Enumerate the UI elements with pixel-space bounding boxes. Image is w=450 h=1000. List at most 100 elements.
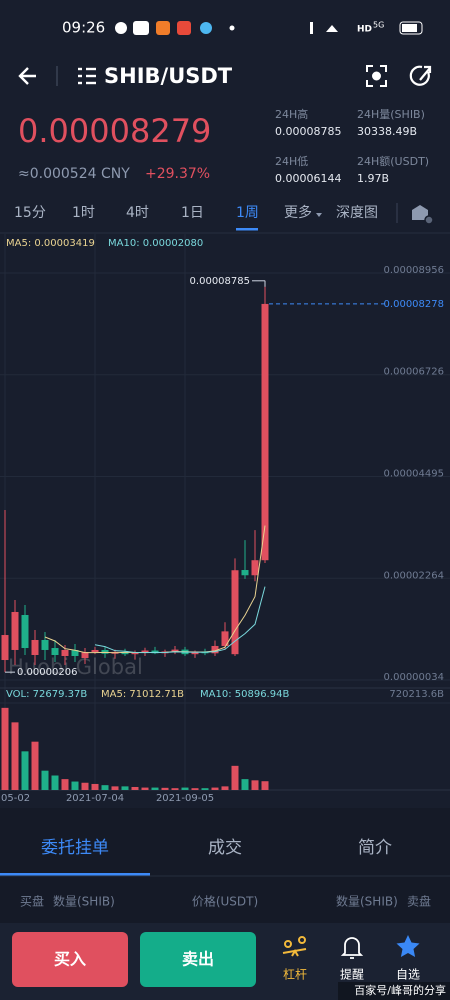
last-price: 0.00008279 bbox=[18, 112, 211, 150]
x-tick-label: 2021-09-05 bbox=[156, 793, 214, 804]
buy-button[interactable] bbox=[12, 932, 128, 987]
tab[interactable]: 1周 bbox=[236, 205, 259, 221]
candle-body bbox=[211, 645, 219, 654]
legend-entry: MA5: 0.00003419 bbox=[6, 238, 95, 249]
candle-body bbox=[91, 649, 99, 652]
favorite-icon[interactable] bbox=[396, 935, 420, 957]
volume-legend: VOL: 72679.37B bbox=[6, 689, 87, 700]
panel-tab[interactable]: 简介 bbox=[358, 838, 392, 858]
volume-bar bbox=[51, 775, 59, 790]
tab-underline bbox=[236, 228, 258, 231]
candle-body bbox=[81, 651, 89, 659]
alert-icon[interactable] bbox=[340, 937, 364, 959]
x-tick-label: 05-02 bbox=[1, 793, 30, 804]
menu-icon[interactable] bbox=[78, 67, 96, 85]
back-button[interactable] bbox=[18, 67, 36, 85]
tab[interactable]: 1日 bbox=[181, 205, 204, 221]
current-price-label: 0.00008278 bbox=[384, 299, 444, 310]
volume-bar bbox=[161, 787, 169, 790]
candle-body bbox=[131, 652, 139, 655]
volume-bar bbox=[251, 780, 259, 790]
change: +29.37% bbox=[145, 166, 210, 182]
status-time: 09:26 bbox=[62, 19, 105, 37]
candle-body bbox=[21, 614, 29, 649]
candle-body bbox=[51, 648, 59, 656]
volume-bar bbox=[71, 781, 79, 790]
panel-tab[interactable]: 委托挂单 bbox=[41, 838, 109, 858]
candle-body bbox=[121, 651, 129, 655]
volume-bar bbox=[11, 722, 19, 790]
chart-settings-icon[interactable] bbox=[412, 205, 434, 225]
column-header: 价格(USDT) bbox=[192, 894, 258, 909]
candle-body bbox=[141, 650, 149, 653]
nav-label[interactable]: 自选 bbox=[396, 968, 420, 982]
panel-background bbox=[0, 808, 450, 923]
volume-bar bbox=[231, 765, 239, 790]
volume-bar bbox=[211, 787, 219, 790]
stat-label: 24H额(USDT) bbox=[357, 155, 429, 168]
panel-tab-underline bbox=[0, 873, 150, 876]
y-tick-label: 720213.6B bbox=[389, 689, 444, 700]
stat-label: 24H量(SHIB) bbox=[357, 108, 425, 121]
chart-area bbox=[0, 234, 450, 808]
candle-body bbox=[251, 560, 259, 576]
y-tick-label: 0.00008956 bbox=[384, 265, 444, 276]
stat-value: 0.00008785 bbox=[275, 125, 341, 138]
volume-bar bbox=[61, 779, 69, 790]
candle-body bbox=[1, 635, 9, 661]
tab[interactable]: 深度图 bbox=[336, 205, 378, 221]
share-icon[interactable] bbox=[409, 65, 432, 86]
buy-label: 买入 bbox=[54, 950, 86, 969]
stat-label: 24H低 bbox=[275, 155, 308, 168]
sell-label: 卖出 bbox=[182, 950, 214, 969]
leverage-icon[interactable] bbox=[282, 936, 307, 957]
volume-bar bbox=[151, 787, 159, 790]
tab[interactable]: 更多 bbox=[284, 204, 312, 221]
nav-label[interactable]: 提醒 bbox=[340, 967, 364, 982]
candle-body bbox=[61, 649, 69, 657]
x-tick-label: 2021-07-04 bbox=[66, 793, 124, 804]
candle-body bbox=[231, 570, 239, 655]
volume-bar bbox=[101, 785, 109, 790]
volume-legend: MA5: 71012.71B bbox=[101, 689, 184, 700]
volume-bar bbox=[21, 751, 29, 790]
column-header: 买盘 bbox=[20, 894, 44, 909]
tab[interactable]: 4时 bbox=[126, 205, 149, 221]
volume-bar bbox=[261, 781, 269, 790]
status-net: 5G bbox=[373, 21, 384, 30]
legend-entry: MA10: 0.00002080 bbox=[108, 238, 203, 249]
volume-bar bbox=[171, 788, 179, 790]
y-tick-label: 0.00004495 bbox=[384, 469, 444, 480]
tab[interactable]: 1时 bbox=[72, 205, 95, 221]
candle-body bbox=[101, 649, 109, 654]
tab[interactable]: 15分 bbox=[14, 205, 46, 221]
volume-bar bbox=[81, 782, 89, 790]
volume-bar bbox=[241, 779, 249, 790]
candle-body bbox=[261, 303, 269, 561]
candle-body bbox=[151, 650, 159, 654]
watermark-bg bbox=[338, 982, 450, 1000]
y-tick-label: 0.00000034 bbox=[384, 672, 444, 683]
dropdown-arrow bbox=[316, 213, 322, 217]
sell-button[interactable] bbox=[140, 932, 256, 987]
column-header: 数量(SHIB) bbox=[53, 894, 115, 909]
volume-bar bbox=[221, 786, 229, 790]
candle-body bbox=[31, 639, 39, 656]
volume-bar bbox=[181, 787, 189, 790]
candle-body bbox=[221, 631, 229, 646]
panel-tab[interactable]: 成交 bbox=[208, 838, 242, 858]
nav-label[interactable]: 杠杆 bbox=[283, 967, 307, 982]
status-hd: HD bbox=[357, 25, 372, 35]
low-marker: 0.00000206 bbox=[17, 667, 77, 678]
volume-bar bbox=[121, 786, 129, 790]
status-icons bbox=[115, 21, 423, 35]
scan-icon[interactable] bbox=[366, 65, 387, 87]
candle-body bbox=[11, 611, 19, 650]
volume-bar bbox=[1, 707, 9, 790]
volume-bar bbox=[41, 770, 49, 790]
volume-bar bbox=[31, 741, 39, 790]
volume-bar bbox=[191, 788, 199, 790]
